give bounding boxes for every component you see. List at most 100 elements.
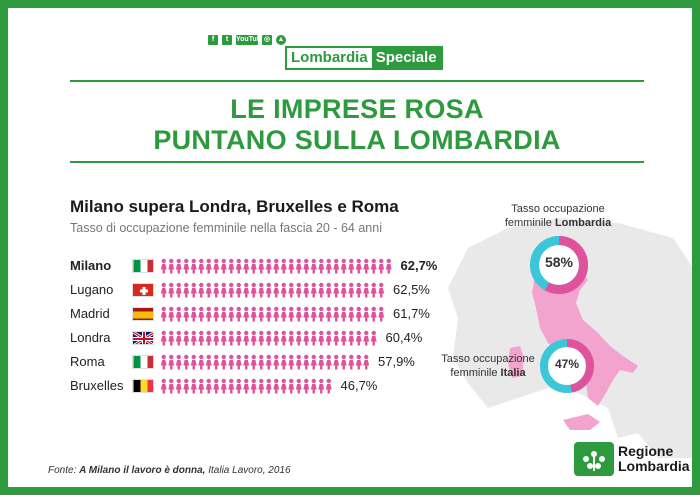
city-label: Londra xyxy=(70,330,111,345)
woman-icon xyxy=(280,378,287,394)
woman-icon xyxy=(250,330,257,346)
woman-icon xyxy=(378,258,385,274)
woman-icon xyxy=(273,282,280,298)
woman-icon xyxy=(325,258,332,274)
woman-icon xyxy=(190,258,197,274)
woman-icon xyxy=(213,330,220,346)
woman-icon xyxy=(235,258,242,274)
title-bottom-rule xyxy=(70,161,644,163)
woman-icon xyxy=(378,282,385,298)
woman-icon xyxy=(243,378,250,394)
woman-icon xyxy=(198,378,205,394)
woman-icon xyxy=(333,354,340,370)
woman-icon xyxy=(333,258,340,274)
woman-icon xyxy=(348,354,355,370)
woman-icon xyxy=(213,378,220,394)
woman-icon xyxy=(168,354,175,370)
facebook-icon[interactable]: f xyxy=(208,35,218,45)
woman-icon xyxy=(325,378,332,394)
regione-lombardia-logo-text: Regione Lombardia xyxy=(618,443,690,474)
woman-icon xyxy=(160,258,167,274)
woman-icon xyxy=(220,330,227,346)
woman-icon xyxy=(295,306,302,322)
woman-icon xyxy=(205,258,212,274)
woman-icon xyxy=(265,330,272,346)
woman-icon xyxy=(205,330,212,346)
woman-icon xyxy=(190,282,197,298)
lombardia-value: 58% xyxy=(544,254,574,270)
woman-icon xyxy=(303,306,310,322)
woman-icon xyxy=(310,330,317,346)
woman-icon xyxy=(333,282,340,298)
woman-icon xyxy=(160,282,167,298)
woman-icon xyxy=(190,378,197,394)
woman-icon xyxy=(160,354,167,370)
woman-icon xyxy=(310,282,317,298)
woman-icon xyxy=(250,354,257,370)
woman-icon xyxy=(205,282,212,298)
woman-icon xyxy=(235,354,242,370)
bar-roma xyxy=(160,354,370,370)
woman-icon xyxy=(273,330,280,346)
flag-icon xyxy=(132,307,154,321)
woman-icon xyxy=(295,330,302,346)
woman-icon xyxy=(183,330,190,346)
woman-icon xyxy=(250,306,257,322)
woman-icon xyxy=(273,306,280,322)
woman-icon xyxy=(355,354,362,370)
flag-icon xyxy=(132,355,154,369)
bar-lugano xyxy=(160,282,385,298)
woman-icon xyxy=(280,354,287,370)
woman-icon xyxy=(355,258,362,274)
instagram-icon[interactable]: ◎ xyxy=(262,35,272,45)
woman-icon xyxy=(160,330,167,346)
woman-icon xyxy=(213,306,220,322)
woman-icon xyxy=(235,378,242,394)
woman-icon xyxy=(228,306,235,322)
woman-icon xyxy=(190,306,197,322)
woman-icon xyxy=(220,282,227,298)
woman-icon xyxy=(265,258,272,274)
app-icon[interactable]: ▲ xyxy=(276,35,286,45)
woman-icon xyxy=(265,354,272,370)
woman-icon xyxy=(318,378,325,394)
lombardia-donut xyxy=(530,236,588,294)
twitter-icon[interactable]: t xyxy=(222,35,232,45)
woman-icon xyxy=(160,378,167,394)
woman-icon xyxy=(288,354,295,370)
woman-icon xyxy=(175,378,182,394)
value-label: 62,5% xyxy=(393,282,430,297)
woman-icon xyxy=(228,378,235,394)
italia-label: Tasso occupazione femminile Italia xyxy=(441,353,535,379)
chart-title: Milano supera Londra, Bruxelles e Roma xyxy=(70,197,399,216)
lombardia-speciale-logo: Lombardia Speciale xyxy=(285,46,443,70)
woman-icon xyxy=(198,282,205,298)
social-icons: f t YouTube ◎ ▲ xyxy=(208,35,286,45)
value-label: 57,9% xyxy=(378,354,415,369)
woman-icon xyxy=(385,258,392,274)
woman-icon xyxy=(340,330,347,346)
woman-icon xyxy=(183,354,190,370)
city-label: Bruxelles xyxy=(70,378,124,393)
flag-icon xyxy=(132,379,154,393)
logo-part-lombardia: Lombardia xyxy=(287,48,372,68)
woman-icon xyxy=(190,354,197,370)
woman-icon xyxy=(235,330,242,346)
woman-icon xyxy=(325,354,332,370)
woman-icon xyxy=(183,258,190,274)
woman-icon xyxy=(288,330,295,346)
woman-icon xyxy=(228,354,235,370)
woman-icon xyxy=(295,282,302,298)
woman-icon xyxy=(340,258,347,274)
woman-icon xyxy=(348,282,355,298)
woman-icon xyxy=(250,258,257,274)
source-note: Fonte: A Milano il lavoro è donna, Itali… xyxy=(48,465,291,476)
flag-icon xyxy=(132,331,154,345)
woman-icon xyxy=(258,282,265,298)
youtube-icon[interactable]: YouTube xyxy=(236,35,265,45)
woman-icon xyxy=(363,354,370,370)
city-label: Milano xyxy=(70,258,112,273)
city-label: Roma xyxy=(70,354,105,369)
woman-icon xyxy=(258,378,265,394)
woman-icon xyxy=(325,330,332,346)
